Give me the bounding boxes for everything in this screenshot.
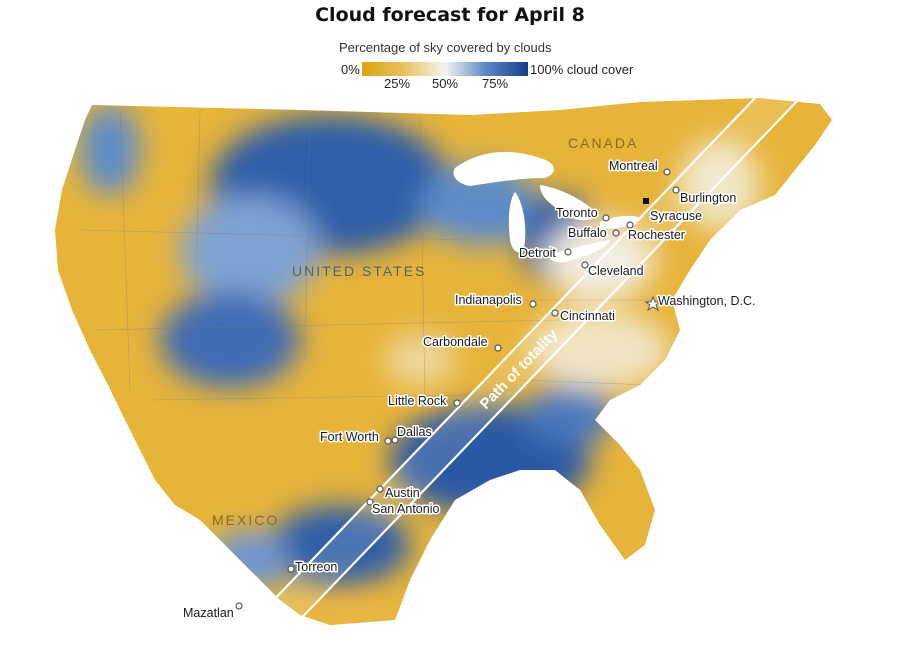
city-label-rochester: Rochester — [628, 228, 685, 242]
region-label-mexico: MEXICO — [212, 512, 279, 528]
city-label-mazatlan: Mazatlan — [183, 606, 234, 620]
city-marker-torreon — [287, 565, 295, 573]
city-label-austin: Austin — [385, 486, 420, 500]
city-label-washington: Washington, D.C. — [658, 294, 756, 308]
page-title: Cloud forecast for April 8 — [315, 4, 585, 26]
city-label-syracuse: Syracuse — [650, 209, 702, 223]
city-marker-cleveland — [581, 261, 589, 269]
city-label-torreon: Torreon — [295, 560, 337, 574]
city-label-fort-worth: Fort Worth — [320, 430, 379, 444]
capital-star-icon — [644, 295, 662, 312]
legend-tick-75: 75% — [482, 76, 509, 91]
city-label-little-rock: Little Rock — [388, 394, 447, 408]
city-label-burlington: Burlington — [680, 191, 736, 205]
city-label-indianapolis: Indianapolis — [455, 293, 522, 307]
city-marker-cincinnati — [551, 309, 559, 317]
city-marker-buffalo — [612, 229, 620, 237]
city-label-san-antonio: San Antonio — [372, 502, 439, 516]
city-marker-toronto — [602, 214, 610, 222]
city-label-cincinnati: Cincinnati — [560, 309, 615, 323]
city-marker-mazatlan — [235, 602, 243, 610]
cloud-cover-map: Path of totality CANADA UNITED STATES ME… — [55, 97, 832, 631]
city-marker-indianapolis — [529, 300, 537, 308]
city-markers — [235, 168, 680, 610]
legend-tick-25: 25% — [384, 76, 411, 91]
city-marker-carbondale — [494, 344, 502, 352]
city-marker-fort-worth — [384, 437, 392, 445]
city-marker-montreal — [663, 168, 671, 176]
city-label-cleveland: Cleveland — [588, 264, 644, 278]
city-marker-austin — [376, 485, 384, 493]
legend-max-label: 100% cloud cover — [530, 62, 634, 77]
legend-color-bar — [362, 62, 528, 76]
city-marker-san-antonio — [366, 498, 374, 506]
great-lakes — [453, 152, 642, 263]
city-label-montreal: Montreal — [609, 159, 658, 173]
cloud-field — [55, 98, 832, 625]
legend-min-label: 0% — [341, 62, 360, 77]
city-marker-rochester — [626, 221, 634, 229]
region-label-united-states: UNITED STATES — [292, 263, 426, 279]
city-label-carbondale: Carbondale — [423, 335, 488, 349]
city-labels: Montreal Burlington Toronto Syracuse Buf… — [182, 158, 758, 622]
city-marker-burlington — [672, 186, 680, 194]
legend-caption: Percentage of sky covered by clouds — [339, 40, 552, 55]
path-of-totality — [244, 97, 801, 631]
city-label-buffalo: Buffalo — [568, 226, 607, 240]
city-label-detroit: Detroit — [519, 246, 556, 260]
legend-tick-50: 50% — [432, 76, 459, 91]
city-marker-little-rock — [453, 399, 461, 407]
city-marker-syracuse — [643, 198, 649, 204]
city-marker-dallas — [391, 436, 399, 444]
city-marker-detroit — [564, 248, 572, 256]
region-label-canada: CANADA — [568, 135, 638, 151]
city-label-dallas: Dallas — [397, 425, 432, 439]
city-label-toronto: Toronto — [556, 206, 598, 220]
